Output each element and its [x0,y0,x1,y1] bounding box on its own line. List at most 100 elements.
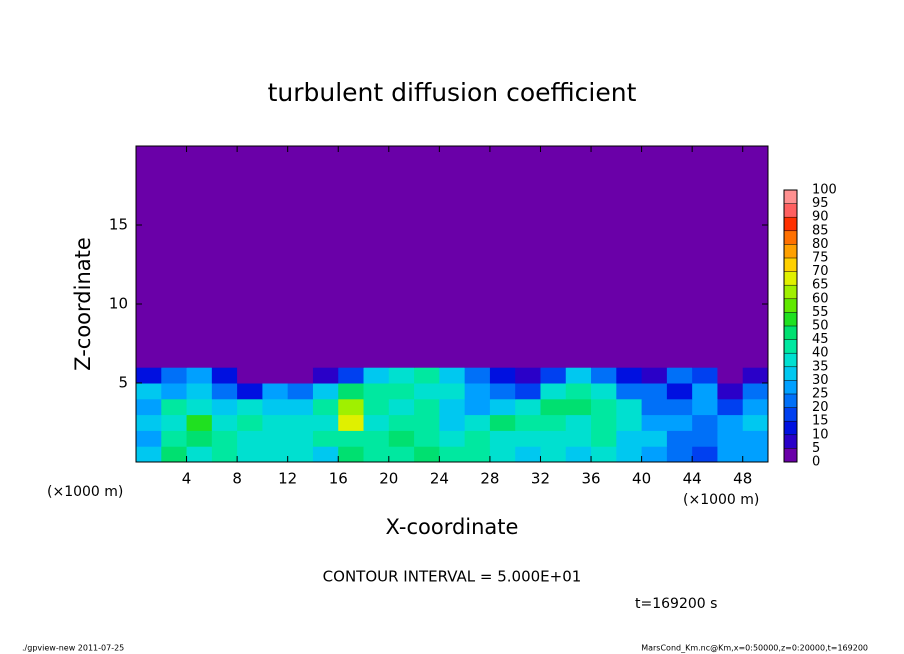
heatmap-cell [136,446,162,463]
heatmap-cell [262,367,289,384]
x-tick-label: 32 [531,470,550,488]
colorbar-label: 15 [812,414,829,429]
heatmap-cell [464,367,491,384]
colorbar-label: 80 [812,237,829,252]
colorbar-band [784,407,797,422]
heatmap-cell [464,430,491,447]
heatmap-cell [489,367,516,384]
heatmap-cell [136,351,162,368]
heatmap-cell [515,414,541,431]
colorbar-band [784,271,797,286]
colorbar-label: 100 [812,183,837,198]
heatmap-cell [565,351,592,368]
heatmap-cell [591,414,617,431]
colorbar-band [784,353,797,367]
heatmap-cell [388,398,415,416]
heatmap-cell [641,430,668,447]
heatmap-cell [616,430,643,447]
heatmap-cell [287,351,314,368]
heatmap-cell [136,383,162,400]
colorbar-band [784,434,797,449]
heatmap-cell [641,383,668,400]
colorbar-label: 35 [812,359,829,374]
heatmap-cell [489,446,516,463]
heatmap-cell [692,367,718,384]
heatmap-cell [388,351,415,368]
colorbar-label: 55 [812,305,829,320]
heatmap-cell [338,351,365,368]
heatmap-cell [161,351,188,368]
heatmap-cell [287,430,314,447]
heatmap-cell [515,351,541,368]
colorbar-band [784,298,797,313]
heatmap-cell [287,398,314,416]
colorbar-band [784,217,797,231]
heatmap-cell [186,367,213,384]
heatmap-cell [717,398,744,416]
heatmap-cell [161,430,188,447]
heatmap-cell [388,383,415,400]
heatmap-cell [565,367,592,384]
heatmap-cell [666,398,693,416]
heatmap-cell [363,398,390,416]
colorbar-band [784,190,797,204]
heatmap-cell [641,367,668,384]
heatmap-cell [161,383,188,400]
heatmap-cell [742,351,769,368]
heatmap-cell [312,446,339,463]
x-axis-label: X-coordinate [386,515,519,539]
x-tick-label: 4 [182,470,192,488]
heatmap-cell [616,351,643,368]
heatmap-cell [136,398,162,416]
colorbar-label: 50 [812,319,829,334]
colorbar-band [784,244,797,258]
heatmap-cell [439,398,466,416]
chart-title: turbulent diffusion coefficient [268,78,637,107]
colorbar-band [784,366,797,381]
heatmap-cell [439,414,466,431]
heatmap-cell [666,367,693,384]
x-tick-label: 20 [379,470,398,488]
heatmap-cell [489,351,516,368]
heatmap-cell [211,414,238,431]
heatmap-cell [489,430,516,447]
heatmap-cell [742,446,769,463]
heatmap-cell [439,446,466,463]
heatmap-cell [591,398,617,416]
heatmap-cell [312,430,339,447]
heatmap-cell [666,383,693,400]
heatmap-cell [414,367,440,384]
heatmap-cell [616,414,643,431]
heatmap-cell [414,383,440,400]
heatmap-cell [136,414,162,431]
heatmap-cell [388,414,415,431]
heatmap-cell [692,398,718,416]
heatmap-cell [565,430,592,447]
heatmap-cell [591,367,617,384]
heatmap-cell [262,351,289,368]
heatmap-cell [237,446,263,463]
heatmap-cell [489,398,516,416]
heatmap-cell [742,383,769,400]
heatmap-cell [211,367,238,384]
heatmap-cell [338,398,365,416]
x-tick-label: 28 [480,470,499,488]
heatmap-cell [186,383,213,400]
heatmap-cell [742,367,769,384]
heatmap-cell [439,430,466,447]
heatmap-cell [439,367,466,384]
heatmap-cell [211,351,238,368]
heatmap-cell [338,383,365,400]
heatmap-cell [136,430,162,447]
heatmap-cell [186,351,213,368]
heatmap-cell [388,430,415,447]
heatmap-cell [717,414,744,431]
colorbar-band [784,326,797,340]
colorbar-label: 65 [812,278,829,293]
colorbar-label: 75 [812,251,829,266]
heatmap-cell [186,398,213,416]
heatmap-cell [388,367,415,384]
heatmap-cell [414,430,440,447]
heatmap-cell [540,446,567,463]
heatmap-cell [312,367,339,384]
